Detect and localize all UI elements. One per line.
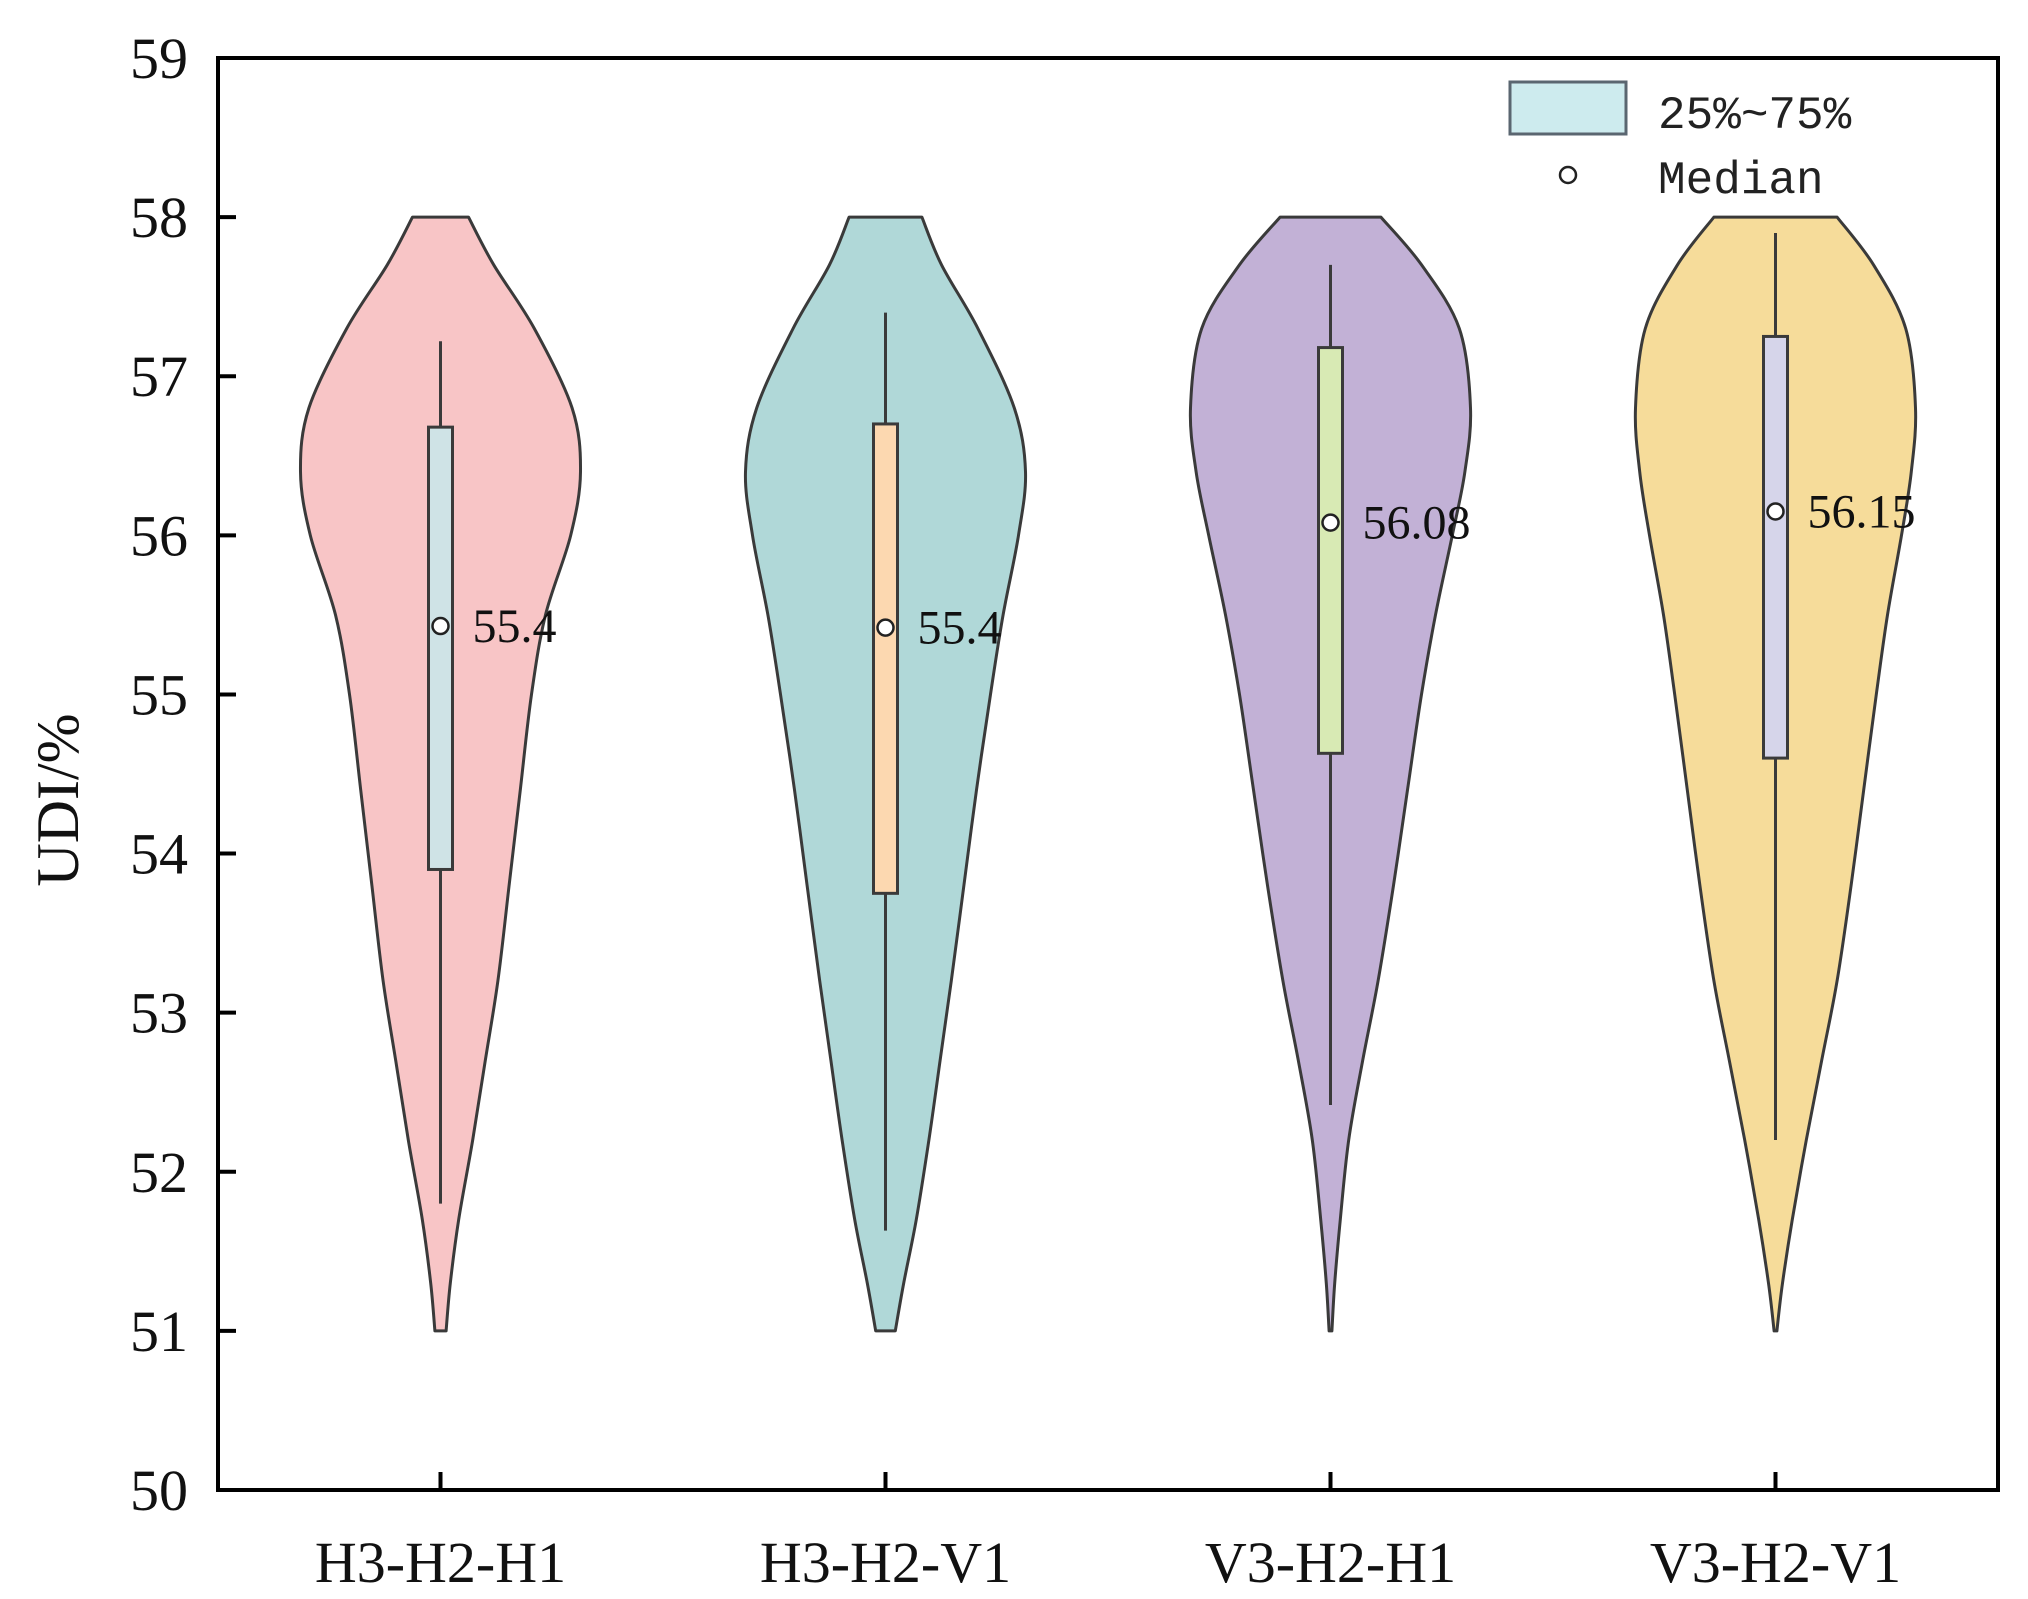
y-tick-label-55: 55 [130, 662, 188, 727]
median-marker-V3-H2-H1 [1321, 513, 1340, 532]
x-tick-label-H3-H2-V1: H3-H2-V1 [760, 1530, 1011, 1595]
y-tick-label-59: 59 [130, 26, 188, 91]
y-tick-label-58: 58 [130, 185, 188, 250]
plot-frame [216, 56, 2000, 1492]
x-tick-label-V3-H2-H1: V3-H2-H1 [1205, 1530, 1456, 1595]
iqr-box-H3-H2-H1 [427, 425, 454, 871]
median-marker-V3-H2-V1 [1766, 502, 1785, 521]
legend-label-median: Median [1658, 155, 1824, 207]
iqr-box-V3-H2-V1 [1762, 334, 1789, 760]
y-tick-label-53: 53 [130, 981, 188, 1046]
x-tick-label-V3-H2-V1: V3-H2-V1 [1650, 1530, 1901, 1595]
y-tick-label-50: 50 [130, 1458, 188, 1523]
median-label-H3-H2-V1: 55.4 [918, 602, 1002, 655]
legend-box-swatch [1508, 80, 1628, 136]
y-tick-label-54: 54 [130, 822, 188, 887]
y-tick-label-57: 57 [130, 344, 188, 409]
axes-group: H3-H2-H1 H3-H2-V1 V3-H2-H1 V3-H2-V1 50 51 52 53… [130, 26, 2000, 1595]
legend-median-marker [1558, 165, 1578, 185]
y-axis-label: UDI/% [25, 713, 91, 886]
iqr-box-V3-H2-H1 [1317, 346, 1344, 755]
iqr-box-H3-H2-V1 [872, 422, 899, 895]
y-tick-label-52: 52 [130, 1140, 188, 1205]
legend: 25%~75% Median [1508, 80, 1852, 207]
x-tick-label-H3-H2-H1: H3-H2-H1 [315, 1530, 566, 1595]
box-group: 55.4 55.4 56.08 56.15 [427, 233, 1916, 1231]
median-label-V3-H2-V1: 56.15 [1808, 485, 1916, 538]
median-marker-H3-H2-V1 [876, 618, 895, 637]
y-tick-label-56: 56 [130, 503, 188, 568]
legend-label-iqr: 25%~75% [1658, 90, 1852, 142]
y-tick-label-51: 51 [130, 1299, 188, 1364]
median-label-V3-H2-H1: 56.08 [1363, 497, 1471, 550]
median-label-H3-H2-H1: 55.4 [473, 600, 557, 653]
median-marker-H3-H2-H1 [431, 616, 450, 636]
